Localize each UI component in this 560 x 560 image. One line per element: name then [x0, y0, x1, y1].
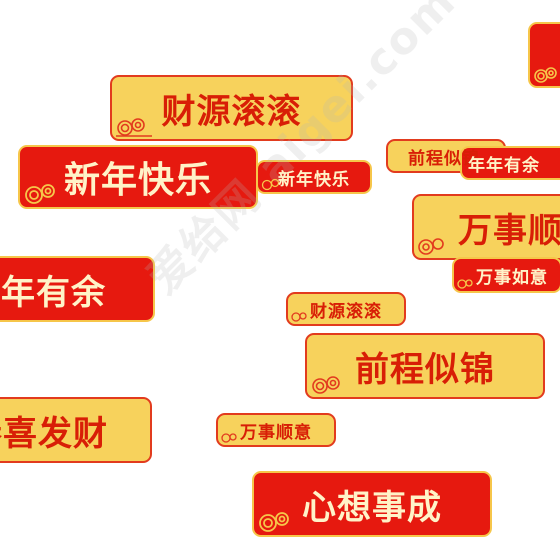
label-text: 年年有余	[0, 272, 106, 313]
label-text: 年年有余	[468, 155, 540, 176]
cloud-ornament-icon	[259, 512, 289, 532]
label-text: 万事如意	[476, 267, 548, 288]
cloud-ornament-icon	[261, 178, 280, 191]
label-wanshi-shunyi-small: 万事顺意	[216, 413, 336, 447]
cloud-ornament-icon	[221, 433, 237, 443]
label-text: 新年快乐	[63, 160, 212, 201]
label-top-right-partial	[528, 22, 560, 88]
label-text: 心想事成	[302, 487, 442, 528]
label-xinxiang-large: 心想事成	[252, 471, 492, 537]
cloud-ornament-icon	[418, 238, 444, 255]
label-wanshi-ruyi-small: 万事如意	[452, 257, 560, 293]
label-qiancheng-large: 前程似锦	[305, 333, 545, 399]
cloud-ornament-icon	[116, 118, 152, 137]
label-niannian-large: 年年有余	[0, 256, 155, 322]
label-text: 前程似锦	[355, 349, 495, 390]
label-wanshi-shunyi-large: 万事顺意	[412, 194, 560, 260]
label-text: 财源滚滚	[310, 301, 382, 322]
label-text: 新年快乐	[278, 169, 350, 190]
label-xinnian-small: 新年快乐	[256, 160, 372, 194]
label-text: 万事顺意	[458, 210, 560, 251]
label-xinnian-large: 新年快乐	[18, 145, 258, 209]
cloud-ornament-icon	[25, 184, 55, 204]
label-text: 前程似锦	[408, 148, 480, 169]
label-text: 恭喜发财	[0, 413, 108, 454]
label-text: 财源滚滚	[161, 91, 302, 132]
label-niannian-small: 年年有余	[460, 146, 560, 180]
label-caiyuan-large: 财源滚滚	[110, 75, 353, 141]
cloud-ornament-icon	[312, 376, 340, 394]
label-text: 万事顺意	[240, 422, 312, 443]
cloud-ornament-icon	[457, 279, 473, 289]
label-gongxi-large: 恭喜发财	[0, 397, 152, 463]
cloud-ornament-icon	[291, 312, 307, 322]
label-caiyuan-small: 财源滚滚	[286, 292, 406, 326]
cloud-ornament-icon	[534, 67, 557, 83]
